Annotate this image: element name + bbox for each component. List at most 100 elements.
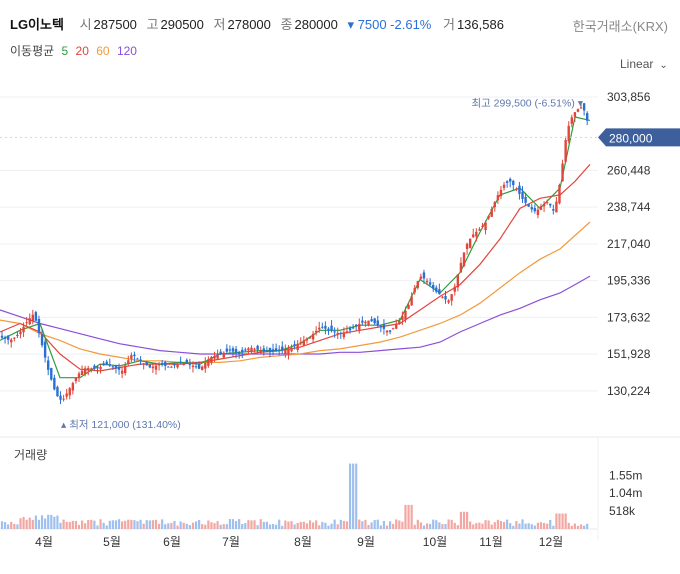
volume-bar: [241, 524, 244, 529]
volume-bar: [530, 524, 533, 529]
candle-body: [308, 337, 312, 339]
volume-bar: [262, 521, 265, 529]
volume-bar: [188, 525, 191, 529]
price-tick-label: 195,336: [607, 274, 651, 288]
candle-body: [361, 320, 364, 323]
volume-bar: [108, 520, 111, 529]
candle-body: [145, 361, 148, 366]
volume-bar: [157, 523, 161, 529]
volume-bar: [542, 523, 546, 529]
candle-body: [228, 349, 232, 351]
volume-bar: [429, 523, 432, 529]
candle-body: [478, 229, 481, 231]
scale-toggle[interactable]: Linear ⌄: [620, 57, 668, 71]
candle-body: [167, 366, 170, 368]
volume-bar: [234, 521, 238, 529]
candle-body: [293, 344, 296, 346]
close-label: 종: [280, 17, 293, 32]
candle-body: [222, 352, 225, 358]
volume-bar: [552, 525, 555, 529]
candle-body: [355, 324, 358, 327]
volume-bar: [80, 520, 84, 529]
moving-average-legend[interactable]: 이동평균 5 20 60 120: [10, 42, 141, 59]
volume-bar: [379, 525, 382, 529]
volume-bar: [22, 516, 25, 529]
volume-bar: [271, 523, 275, 529]
volume-bar: [151, 520, 155, 529]
close-value: 280000: [294, 17, 338, 32]
volume-bar: [56, 515, 59, 529]
candle-body: [219, 351, 222, 354]
volume-bar: [364, 519, 367, 529]
candle-body: [314, 330, 318, 333]
candle-body: [278, 349, 281, 351]
month-tick-label: 4월: [35, 535, 53, 549]
candle-body: [364, 321, 367, 324]
candle-body: [114, 365, 118, 369]
candle-body: [50, 367, 53, 380]
candle-body: [558, 184, 561, 204]
volume-bar: [469, 521, 472, 529]
candle-body: [370, 319, 373, 322]
candle-body: [19, 331, 22, 335]
volume-bar: [527, 523, 530, 529]
month-tick-label: 9월: [357, 535, 375, 549]
volume-bar: [299, 521, 302, 529]
volume-bar: [253, 520, 256, 529]
candle-body: [552, 209, 555, 211]
volume-bar: [53, 516, 56, 529]
candle-body: [444, 296, 447, 300]
volume-bar: [207, 520, 210, 529]
candle-body: [256, 345, 259, 350]
volume-bar: [404, 504, 407, 529]
volume-bar: [37, 519, 41, 529]
candle-body: [65, 393, 68, 397]
candle-body: [22, 326, 25, 333]
volume-bar: [244, 523, 247, 529]
volume-bar: [388, 521, 392, 529]
volume-bar: [296, 523, 299, 529]
candle-body: [210, 356, 213, 363]
volume-bar: [148, 520, 151, 529]
candle-body: [527, 204, 530, 207]
volume-bar: [90, 519, 93, 529]
candle-body: [262, 348, 265, 352]
volume-bar: [176, 525, 179, 529]
candle-body: [96, 366, 99, 369]
volume-bar: [228, 519, 232, 529]
candle-body: [459, 262, 463, 273]
candle-body: [339, 332, 342, 334]
price-tick-label: 173,632: [607, 310, 651, 324]
candle-body: [16, 334, 19, 336]
candle-body: [179, 361, 182, 363]
candle-body: [351, 327, 355, 329]
volume-bar: [484, 520, 487, 529]
candle-body: [47, 360, 50, 370]
candle-body: [3, 337, 7, 339]
volume-bar: [96, 525, 99, 529]
candle-body: [419, 276, 423, 279]
volume-bar: [392, 523, 395, 529]
volume-bar: [318, 525, 321, 529]
candle-body: [438, 289, 441, 295]
stock-name[interactable]: LG이노텍: [10, 17, 64, 32]
candle-body: [237, 352, 241, 354]
volume-bar: [361, 521, 364, 529]
candle-body: [330, 325, 333, 331]
candle-body: [573, 112, 577, 117]
month-tick-label: 6월: [163, 535, 181, 549]
candle-body: [521, 191, 524, 199]
quote-row: LG이노텍 시 287500 고 290500 저 278000 종 280000 ▾ …: [10, 14, 510, 33]
candle-body: [379, 325, 383, 328]
candle-body: [154, 365, 158, 370]
candle-body: [302, 340, 306, 346]
candle-body: [111, 366, 115, 368]
volume-bar: [499, 521, 503, 529]
volume-bar: [496, 519, 499, 529]
volume-bar: [336, 524, 339, 529]
volume-bar: [124, 520, 127, 529]
candle-body: [391, 328, 395, 330]
candle-body: [37, 319, 41, 333]
volume-bar: [370, 522, 373, 529]
